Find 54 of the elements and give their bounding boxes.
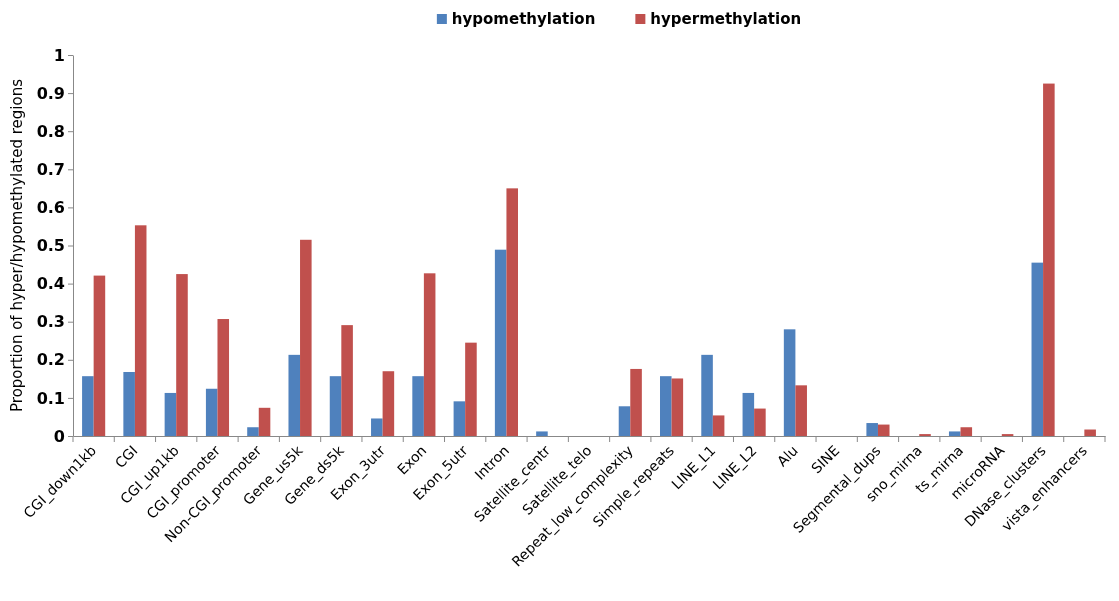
bar [164, 392, 177, 436]
bar [341, 325, 353, 436]
bar [630, 368, 642, 436]
bar [258, 407, 271, 436]
bar [618, 406, 631, 436]
bar [247, 427, 259, 436]
bar [134, 225, 147, 436]
bar [217, 319, 230, 436]
bar [783, 329, 796, 436]
bar [1031, 262, 1044, 436]
bar [453, 401, 466, 436]
y-tick-label: 0.5 [36, 236, 65, 256]
y-tick-label: 0.1 [36, 388, 65, 408]
y-axis-title: Proportion of hyper/hypomethylated regions [8, 78, 26, 412]
bar [701, 354, 713, 436]
bar [948, 431, 961, 436]
y-tick-label: 0.2 [36, 350, 65, 370]
y-tick-label: 1 [53, 45, 65, 65]
bar [742, 392, 755, 436]
bar [412, 376, 424, 436]
y-tick-label: 0.9 [36, 83, 65, 103]
bar [423, 273, 436, 436]
bar [877, 424, 890, 436]
bar [660, 376, 672, 436]
bar [82, 376, 94, 436]
y-tick-label: 0.8 [36, 121, 65, 141]
bar [1043, 83, 1055, 436]
y-tick-label: 0.7 [36, 159, 65, 179]
legend-label: hypermethylation [650, 10, 802, 28]
bar [866, 423, 878, 436]
bar [465, 342, 477, 436]
bar [371, 418, 383, 436]
y-tick-label: 0.3 [36, 312, 65, 332]
y-tick-label: 0.4 [36, 274, 65, 294]
bar [712, 415, 725, 436]
bar [960, 427, 973, 436]
bar [288, 354, 301, 436]
bar [671, 378, 684, 436]
bar [300, 239, 312, 436]
bar [93, 275, 106, 436]
y-tick-label: 0.6 [36, 198, 65, 218]
bar [795, 385, 807, 436]
y-tick-label: 0 [53, 426, 65, 446]
bar [176, 274, 188, 436]
bar [754, 408, 766, 436]
bar [1084, 429, 1096, 436]
bar [205, 388, 218, 436]
legend-label: hypomethylation [451, 10, 596, 28]
bar [329, 376, 342, 436]
bar [506, 188, 518, 436]
bar [123, 371, 135, 436]
bar [494, 249, 507, 436]
bar [536, 431, 548, 436]
bar [382, 371, 395, 436]
